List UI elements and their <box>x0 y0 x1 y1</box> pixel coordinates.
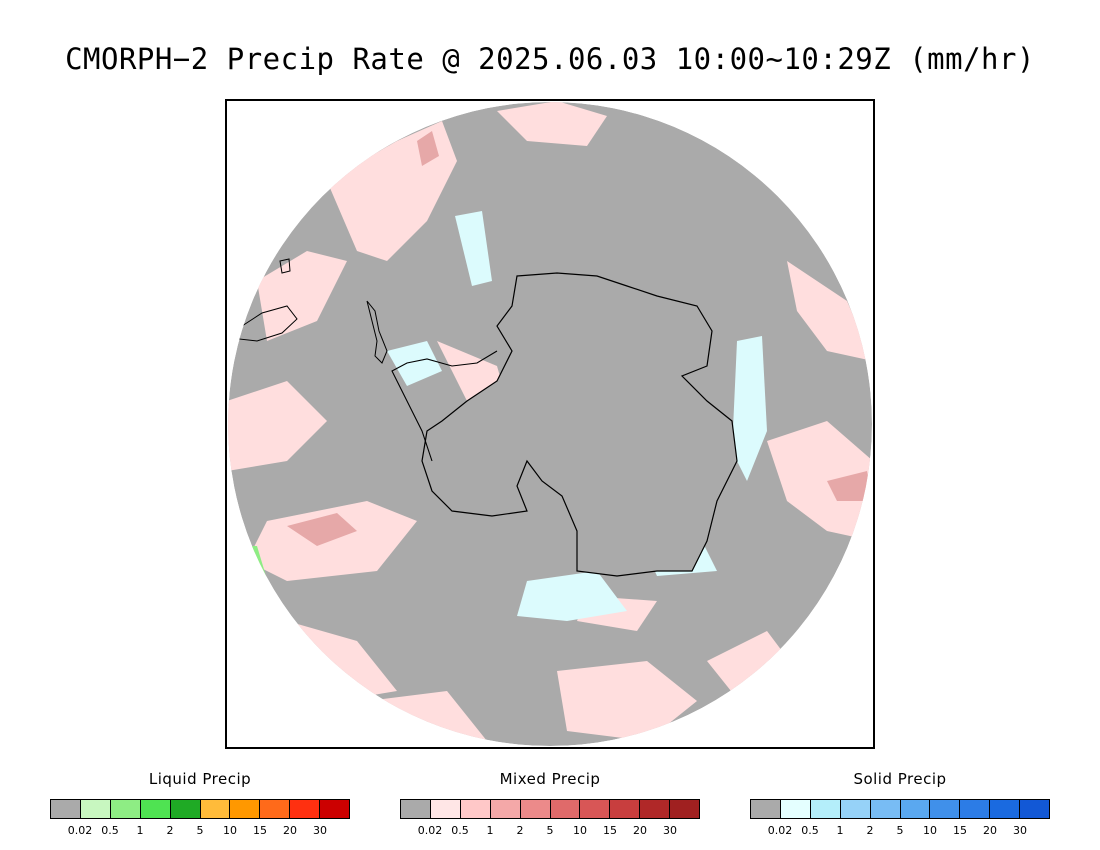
tick-label: 15 <box>953 824 967 837</box>
south-america-coast <box>366 300 388 364</box>
tick-label: 20 <box>633 824 647 837</box>
tick-label: 10 <box>223 824 237 837</box>
map-disk <box>228 102 872 746</box>
color-swatch <box>780 800 811 818</box>
tick-label: 0.5 <box>101 824 119 837</box>
tick-label: 30 <box>1013 824 1027 837</box>
color-swatch <box>810 800 841 818</box>
tick-label: 1 <box>486 824 494 837</box>
color-swatch <box>550 800 581 818</box>
color-swatch <box>840 800 871 818</box>
precip-map <box>228 102 872 746</box>
tick-label: 5 <box>546 824 554 837</box>
color-swatch <box>401 800 431 818</box>
tick-label: 10 <box>573 824 587 837</box>
tick-label: 15 <box>253 824 267 837</box>
tick-label: 2 <box>866 824 874 837</box>
color-swatch <box>110 800 141 818</box>
color-swatch <box>200 800 231 818</box>
tick-label: 1 <box>136 824 144 837</box>
color-bar <box>400 799 700 819</box>
tick-label: 5 <box>896 824 904 837</box>
color-swatch <box>170 800 201 818</box>
color-swatch <box>610 800 641 818</box>
color-swatch <box>960 800 991 818</box>
color-swatch <box>580 800 611 818</box>
map-frame <box>225 99 875 749</box>
tick-label: 0.02 <box>767 824 793 837</box>
color-swatch <box>230 800 261 818</box>
legend-title: Liquid Precip <box>148 770 252 788</box>
color-swatch <box>140 800 171 818</box>
tick-label: 30 <box>313 824 327 837</box>
legend-title: Solid Precip <box>853 770 947 788</box>
antarctica-landmass <box>421 272 738 577</box>
tick-label: 20 <box>983 824 997 837</box>
color-bar <box>50 799 350 819</box>
color-swatch <box>430 800 461 818</box>
map-title: CMORPH−2 Precip Rate @ 2025.06.03 10:00~… <box>65 42 1035 76</box>
south-georgia <box>279 258 291 274</box>
tick-label: 5 <box>196 824 204 837</box>
tick-label: 0.5 <box>451 824 469 837</box>
color-swatch <box>460 800 491 818</box>
color-swatch <box>51 800 81 818</box>
color-swatch <box>870 800 901 818</box>
tick-label: 30 <box>663 824 677 837</box>
falkland-islands <box>238 305 298 342</box>
tick-label: 1 <box>836 824 844 837</box>
tick-label: 2 <box>516 824 524 837</box>
legend-mixed: Mixed Precip 0.02 0.5 1 2 5 10 15 20 30 <box>400 770 700 840</box>
mixed-precip-moderate <box>287 131 872 546</box>
color-swatch <box>320 800 350 818</box>
tick-label: 0.5 <box>801 824 819 837</box>
tick-label: 15 <box>603 824 617 837</box>
color-swatch <box>990 800 1021 818</box>
tick-label: 20 <box>283 824 297 837</box>
color-swatch <box>520 800 551 818</box>
color-swatch <box>900 800 931 818</box>
color-swatch <box>290 800 321 818</box>
color-swatch <box>260 800 291 818</box>
tick-label: 0.02 <box>67 824 93 837</box>
color-swatch <box>490 800 521 818</box>
color-swatch <box>670 800 700 818</box>
legend-solid: Solid Precip 0.02 0.5 1 2 5 10 15 20 30 <box>750 770 1050 840</box>
color-swatch <box>930 800 961 818</box>
color-bar <box>750 799 1050 819</box>
color-swatch <box>80 800 111 818</box>
color-swatch <box>1020 800 1050 818</box>
color-swatch <box>640 800 671 818</box>
tick-label: 2 <box>166 824 174 837</box>
antarctic-peninsula <box>391 350 498 462</box>
tick-label: 10 <box>923 824 937 837</box>
tick-label: 0.02 <box>417 824 443 837</box>
color-swatch <box>751 800 781 818</box>
legend-title: Mixed Precip <box>499 770 601 788</box>
legend-liquid: Liquid Precip 0.02 0.5 1 2 5 10 15 20 30 <box>50 770 350 840</box>
